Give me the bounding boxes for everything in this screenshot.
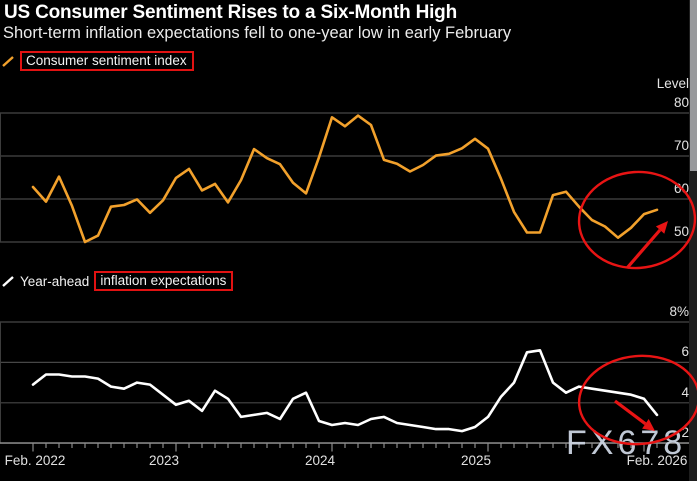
inflation-series-line	[31, 348, 659, 433]
sentiment-line-swatch-icon	[2, 55, 14, 67]
y-tick-label: 4	[681, 384, 689, 400]
page-title: US Consumer Sentiment Rises to a Six-Mon…	[4, 2, 457, 23]
sentiment-series-line	[31, 114, 659, 244]
y-tick-label: 80	[673, 95, 689, 110]
legend-inflation-label: inflation expectations	[94, 271, 234, 291]
y-tick-label: 50	[673, 224, 689, 239]
legend-sentiment: Consumer sentiment index	[2, 51, 194, 71]
scrollbar-track[interactable]	[689, 0, 697, 481]
y-tick-label: 60	[673, 181, 689, 196]
scrollbar-thumb[interactable]	[690, 0, 697, 171]
inflation-line-swatch-icon	[2, 275, 14, 287]
x-tick-label: 2025	[460, 453, 492, 468]
legend-inflation-prefix: Year-ahead	[20, 273, 90, 289]
x-tick-label: 2024	[304, 453, 336, 468]
x-tick-label: Feb. 2026	[626, 453, 688, 468]
y-tick-label: 6	[681, 344, 689, 360]
legend-inflation: Year-ahead inflation expectations	[2, 271, 234, 291]
x-tick-label: 2023	[148, 453, 180, 468]
y-axis-unit-label: Level	[656, 76, 689, 91]
y-tick-label: 70	[673, 138, 689, 153]
x-tick-label: Feb. 2022	[4, 453, 66, 468]
page-subtitle: Short-term inflation expectations fell t…	[3, 24, 512, 42]
y-tick-label: 8%	[669, 304, 689, 319]
legend-sentiment-label: Consumer sentiment index	[20, 51, 194, 71]
watermark: FX678	[566, 424, 687, 462]
